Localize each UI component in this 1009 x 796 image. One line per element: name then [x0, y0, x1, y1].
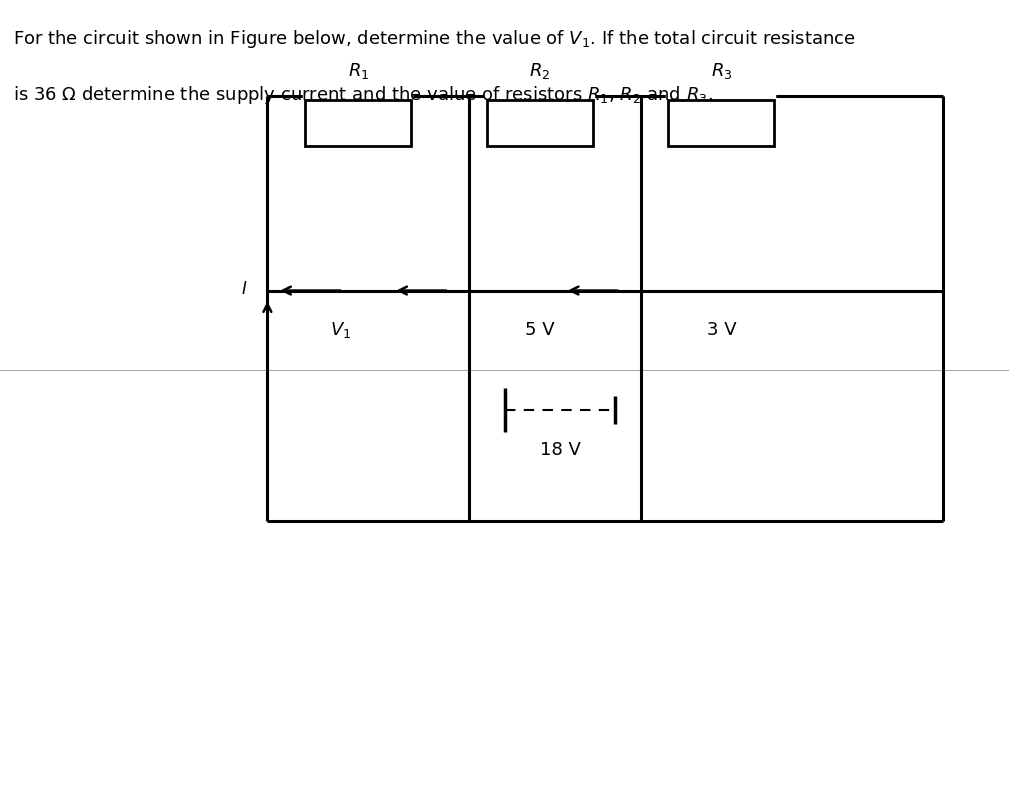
Text: 5 V: 5 V [525, 322, 555, 339]
Text: $V_1$: $V_1$ [331, 320, 351, 341]
Text: $R_2$: $R_2$ [529, 61, 551, 81]
Text: $I$: $I$ [241, 282, 247, 298]
Bar [668, 100, 774, 146]
Text: For the circuit shown in Figure below, determine the value of $V_1$. If the tota: For the circuit shown in Figure below, d… [13, 28, 856, 50]
Text: 3 V: 3 V [706, 322, 737, 339]
Text: is 36 $\Omega$ determine the supply current and the value of resistors $R_1$, $R: is 36 $\Omega$ determine the supply curr… [13, 84, 713, 106]
Text: $R_3$: $R_3$ [710, 61, 733, 81]
Text: $R_1$: $R_1$ [347, 61, 369, 81]
Bar [487, 100, 593, 146]
Bar [305, 100, 412, 146]
Text: 18 V: 18 V [540, 441, 580, 458]
